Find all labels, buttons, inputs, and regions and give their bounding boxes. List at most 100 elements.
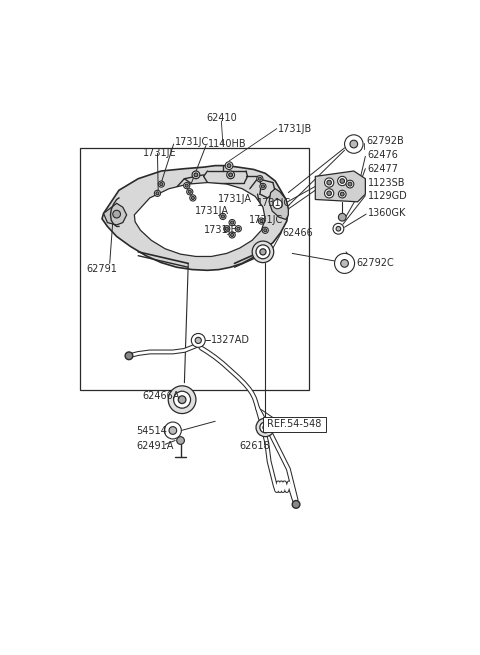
FancyBboxPatch shape <box>263 417 326 432</box>
Circle shape <box>256 245 270 259</box>
Circle shape <box>192 333 205 347</box>
Circle shape <box>257 176 263 182</box>
Text: 62618: 62618 <box>240 441 271 451</box>
Circle shape <box>333 223 344 234</box>
Circle shape <box>350 140 358 148</box>
Polygon shape <box>315 171 365 202</box>
Text: 62466A: 62466A <box>142 391 180 401</box>
Circle shape <box>262 227 268 233</box>
Circle shape <box>221 215 225 218</box>
Circle shape <box>174 391 191 408</box>
Text: 62791: 62791 <box>86 264 118 274</box>
Circle shape <box>155 190 160 196</box>
Polygon shape <box>134 183 265 257</box>
Bar <box>80 148 309 390</box>
Polygon shape <box>104 203 127 225</box>
Text: 62477: 62477 <box>368 164 399 174</box>
Circle shape <box>225 162 233 170</box>
Circle shape <box>337 176 347 185</box>
Text: 62792B: 62792B <box>366 136 404 146</box>
Circle shape <box>324 178 334 187</box>
Circle shape <box>158 181 164 187</box>
Text: REF.54-548: REF.54-548 <box>267 419 322 429</box>
Circle shape <box>260 249 266 255</box>
Text: 62792C: 62792C <box>356 259 394 269</box>
Circle shape <box>341 259 348 267</box>
Text: 1123SB: 1123SB <box>368 178 405 187</box>
Circle shape <box>345 135 363 153</box>
Circle shape <box>164 422 181 439</box>
Text: 1731JA: 1731JA <box>195 206 229 216</box>
Text: 1327AD: 1327AD <box>211 335 251 345</box>
Circle shape <box>190 195 196 201</box>
Circle shape <box>156 192 159 195</box>
Circle shape <box>184 183 190 189</box>
Text: 62476: 62476 <box>368 150 398 160</box>
Circle shape <box>125 352 133 360</box>
Text: 1129GD: 1129GD <box>368 191 408 200</box>
Circle shape <box>262 185 264 188</box>
Circle shape <box>273 200 282 209</box>
Circle shape <box>260 183 266 189</box>
Circle shape <box>228 173 232 177</box>
Circle shape <box>256 418 275 437</box>
Text: 62410: 62410 <box>206 113 237 123</box>
Text: 1731JE: 1731JE <box>204 225 238 235</box>
Circle shape <box>160 183 163 185</box>
Circle shape <box>336 227 341 231</box>
Circle shape <box>195 337 201 343</box>
Text: 62466: 62466 <box>282 227 313 238</box>
Circle shape <box>237 227 240 231</box>
Circle shape <box>338 214 346 221</box>
Polygon shape <box>102 166 288 271</box>
Circle shape <box>324 189 334 198</box>
Polygon shape <box>269 189 288 219</box>
Text: 1731JC: 1731JC <box>175 137 209 147</box>
Circle shape <box>230 233 234 236</box>
Circle shape <box>229 232 235 238</box>
Circle shape <box>187 189 193 195</box>
Circle shape <box>252 241 274 263</box>
Text: 1731JA: 1731JA <box>217 194 252 204</box>
Circle shape <box>177 437 184 444</box>
Circle shape <box>169 426 177 434</box>
Circle shape <box>327 191 332 196</box>
Text: 1731JC: 1731JC <box>249 214 283 225</box>
Circle shape <box>235 226 241 232</box>
Circle shape <box>258 177 262 180</box>
Circle shape <box>346 180 354 188</box>
Text: 62491A: 62491A <box>137 441 174 451</box>
Circle shape <box>168 386 196 413</box>
Circle shape <box>327 180 332 185</box>
Circle shape <box>335 253 355 273</box>
Circle shape <box>260 219 263 223</box>
Circle shape <box>258 218 264 224</box>
Circle shape <box>227 164 231 168</box>
Circle shape <box>113 210 120 218</box>
Text: 1731JB: 1731JB <box>278 124 312 134</box>
Text: 1360GK: 1360GK <box>368 208 406 218</box>
Text: 54514: 54514 <box>137 426 168 436</box>
Text: 1731JC: 1731JC <box>257 198 291 208</box>
Circle shape <box>194 173 198 177</box>
Circle shape <box>230 221 234 224</box>
Text: 1731JE: 1731JE <box>143 148 177 159</box>
Text: 1140HB: 1140HB <box>207 139 246 149</box>
Circle shape <box>178 396 186 403</box>
Circle shape <box>264 229 267 232</box>
Circle shape <box>340 179 345 183</box>
Circle shape <box>225 227 228 231</box>
Circle shape <box>348 182 352 186</box>
Circle shape <box>263 425 267 430</box>
Circle shape <box>192 171 200 179</box>
Circle shape <box>229 219 235 226</box>
Circle shape <box>188 190 192 193</box>
Circle shape <box>338 190 346 198</box>
Circle shape <box>192 196 194 200</box>
Circle shape <box>292 500 300 508</box>
Circle shape <box>340 192 344 196</box>
Circle shape <box>224 226 230 232</box>
Circle shape <box>220 214 226 219</box>
Circle shape <box>185 184 188 187</box>
Circle shape <box>227 171 234 179</box>
